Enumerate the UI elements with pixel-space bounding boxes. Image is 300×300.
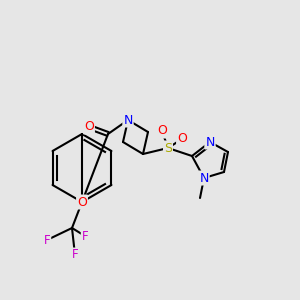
- Text: N: N: [123, 113, 133, 127]
- Text: N: N: [199, 172, 209, 184]
- Text: S: S: [164, 142, 172, 154]
- Text: O: O: [84, 121, 94, 134]
- Text: F: F: [72, 248, 78, 262]
- Text: O: O: [77, 196, 87, 208]
- Text: O: O: [157, 124, 167, 137]
- Text: O: O: [177, 133, 187, 146]
- Text: F: F: [82, 230, 88, 242]
- Text: F: F: [44, 233, 50, 247]
- Text: N: N: [205, 136, 215, 148]
